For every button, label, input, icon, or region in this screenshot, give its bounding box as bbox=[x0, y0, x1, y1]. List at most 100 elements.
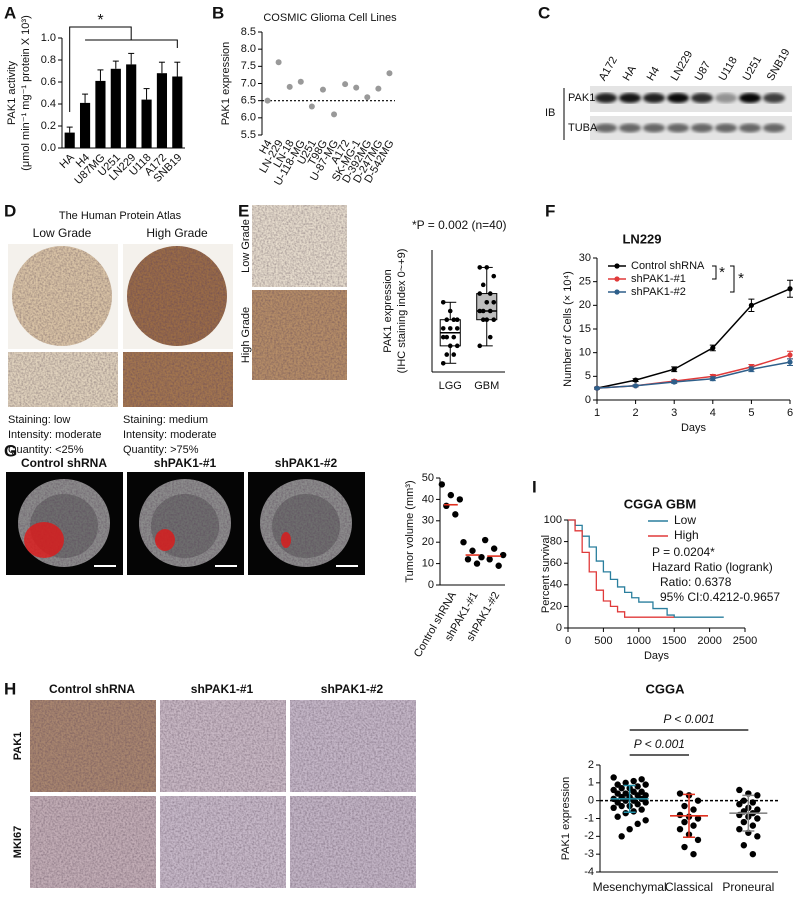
y-tick-label: -1 bbox=[584, 812, 594, 824]
point bbox=[694, 815, 702, 822]
panel-letter: H bbox=[4, 679, 16, 698]
point bbox=[444, 352, 450, 357]
point bbox=[622, 809, 629, 817]
x-axis-label: Days bbox=[644, 650, 670, 662]
legend-marker bbox=[614, 276, 620, 282]
annotation: Ratio: 0.6378 bbox=[660, 575, 732, 589]
column-label: shPAK1-#2 bbox=[321, 682, 384, 696]
point bbox=[440, 326, 446, 331]
point bbox=[440, 299, 446, 305]
point bbox=[681, 802, 688, 810]
point bbox=[447, 308, 453, 314]
x-tick-label: 6 bbox=[787, 407, 793, 419]
y-tick-label: 60 bbox=[550, 557, 562, 569]
point bbox=[447, 343, 453, 349]
bar bbox=[79, 102, 91, 148]
point bbox=[319, 86, 326, 93]
significance-label: * bbox=[97, 12, 103, 29]
point bbox=[618, 833, 625, 840]
bar bbox=[141, 99, 152, 148]
point bbox=[754, 833, 761, 840]
y-axis-label: Tumor volume (mm³) bbox=[404, 480, 416, 582]
lane-label: SNB19 bbox=[765, 47, 793, 83]
y-tick-label: -2 bbox=[584, 830, 594, 842]
x-tick-label: 1000 bbox=[627, 635, 651, 647]
micrograph bbox=[30, 796, 156, 888]
point bbox=[634, 783, 641, 790]
y-axis-label: PAK1 expression bbox=[382, 269, 394, 353]
point bbox=[451, 334, 457, 340]
micrograph bbox=[290, 796, 416, 888]
point bbox=[671, 366, 677, 372]
point bbox=[353, 84, 360, 91]
staining-note: Quantity: <25% bbox=[8, 444, 84, 456]
point bbox=[464, 556, 472, 563]
micrograph bbox=[252, 290, 347, 380]
blot-band bbox=[595, 123, 617, 133]
point bbox=[681, 843, 688, 851]
y-tick-label: -4 bbox=[584, 866, 594, 878]
point bbox=[740, 797, 748, 804]
series-line bbox=[596, 354, 791, 389]
y-tick-label: 30 bbox=[579, 252, 591, 264]
y-tick-label: 5.5 bbox=[241, 129, 256, 141]
column-label: Low Grade bbox=[33, 226, 92, 240]
point bbox=[487, 334, 493, 340]
row-label: MKI67 bbox=[12, 826, 24, 858]
significance-bracket bbox=[712, 265, 735, 293]
point bbox=[610, 804, 617, 811]
y-tick-label: 7.0 bbox=[241, 77, 256, 89]
y-tick-label: 30 bbox=[422, 515, 434, 527]
y-tick-label: 6.5 bbox=[241, 95, 256, 107]
blot-band bbox=[643, 123, 665, 133]
lane-label: U251 bbox=[741, 54, 765, 83]
point bbox=[469, 547, 476, 554]
mri-brain bbox=[272, 494, 340, 558]
x-tick-label: LGG bbox=[439, 380, 462, 392]
point bbox=[690, 822, 697, 829]
point bbox=[694, 797, 702, 804]
point bbox=[480, 282, 486, 288]
y-tick-label: 0.4 bbox=[41, 98, 56, 110]
point bbox=[736, 786, 743, 794]
point bbox=[331, 111, 338, 118]
legend-marker bbox=[614, 263, 620, 269]
micrograph bbox=[160, 700, 286, 792]
tumor-overlay bbox=[281, 532, 291, 548]
lane-label: LN229 bbox=[669, 49, 696, 83]
point bbox=[460, 539, 467, 546]
blot-band bbox=[619, 123, 641, 133]
point bbox=[642, 781, 649, 788]
panel-letter: C bbox=[538, 3, 550, 22]
x-tick-label: Mesenchymal bbox=[593, 880, 667, 894]
point bbox=[486, 556, 493, 563]
point bbox=[275, 59, 282, 66]
survival-curve bbox=[568, 519, 675, 618]
point bbox=[749, 799, 757, 806]
point bbox=[375, 85, 382, 92]
point bbox=[633, 377, 639, 383]
blot-band bbox=[763, 93, 785, 103]
column-label: High Grade bbox=[146, 226, 208, 240]
y-tick-label: 7.5 bbox=[241, 60, 256, 72]
point bbox=[748, 302, 755, 308]
x-tick-label: 2000 bbox=[697, 635, 721, 647]
blot-band bbox=[667, 123, 689, 133]
point bbox=[264, 97, 271, 104]
point bbox=[478, 553, 485, 561]
micrograph bbox=[290, 700, 416, 792]
blot-band bbox=[715, 123, 737, 133]
point bbox=[477, 291, 483, 296]
panel-title: The Human Protein Atlas bbox=[59, 210, 182, 222]
survival-curve bbox=[568, 519, 724, 618]
point bbox=[614, 813, 621, 820]
legend-label: Low bbox=[674, 513, 696, 527]
y-tick-label: 6.0 bbox=[241, 112, 256, 124]
point bbox=[638, 806, 645, 813]
point bbox=[736, 826, 743, 833]
blot-label: TUBA bbox=[568, 122, 598, 134]
point bbox=[694, 836, 702, 844]
staining-note: Intensity: moderate bbox=[8, 429, 102, 441]
